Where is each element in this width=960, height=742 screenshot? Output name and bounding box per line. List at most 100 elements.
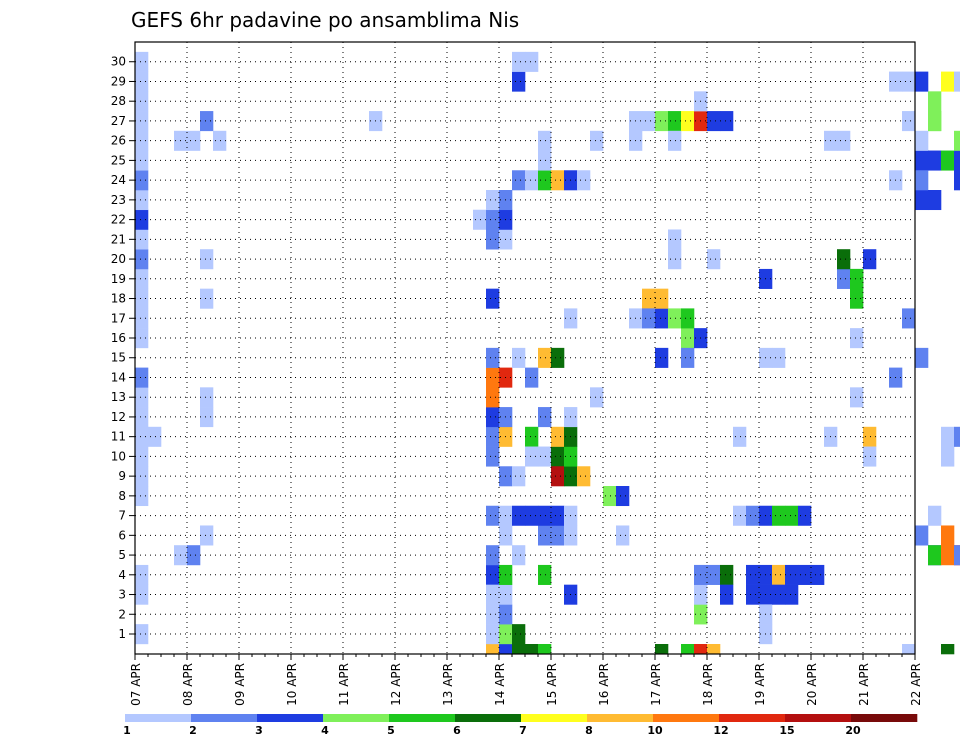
precip-cell [954,150,960,171]
precip-cell [525,644,539,655]
precip-cell [512,466,526,487]
colorbar-swatch [191,714,258,722]
precip-cell [135,308,149,329]
precip-cell [486,446,500,467]
y-tick-label: 9 [118,469,126,483]
precip-cell [135,426,149,447]
precip-cell [902,308,916,329]
x-tick-label: 09 APR [233,663,247,706]
x-tick-label: 08 APR [181,663,195,706]
precip-cell [863,446,877,467]
colorbar-swatch [125,714,192,722]
precip-cell [915,170,929,191]
precip-cell [707,564,721,585]
precip-cell [928,190,942,211]
precip-cell [811,564,825,585]
y-tick-label: 11 [111,430,126,444]
precip-cell [863,249,877,270]
precip-cell [655,308,669,329]
precip-cell [135,466,149,487]
y-tick-label: 17 [111,311,126,325]
chart-title: GEFS 6hr padavine po ansamblima Nis [131,8,519,32]
precip-cell [213,130,227,151]
precip-cell [486,604,500,625]
colorbar-swatch [389,714,456,722]
precip-cell [642,288,656,309]
precip-cell [486,584,500,605]
y-tick-label: 27 [111,114,126,128]
precip-cell [928,111,942,132]
precip-cell [512,347,526,368]
precip-cell [746,564,760,585]
precip-cell [941,426,955,447]
precip-cell [135,209,149,230]
colorbar-label: 12 [713,724,728,737]
y-tick-label: 22 [111,213,126,227]
precip-cell [135,170,149,191]
precip-cell [486,387,500,408]
precip-cells [135,51,960,655]
precip-cell [135,249,149,270]
precip-cell [668,229,682,250]
precip-cell [915,347,929,368]
precip-cell [837,130,851,151]
precip-cell [915,190,929,211]
precip-cell [902,71,916,92]
y-tick-label: 1 [118,627,126,641]
colorbar-swatch [521,714,588,722]
precip-cell [512,170,526,191]
precip-cell [720,584,734,605]
precip-cell [135,71,149,92]
y-tick-label: 13 [111,390,126,404]
precip-cell [135,150,149,171]
precip-cell [135,446,149,467]
precip-cell [525,367,539,388]
precip-cell [486,209,500,230]
precip-cell [668,130,682,151]
precip-cell [850,268,864,289]
colorbar-label: 8 [585,724,593,737]
precip-cell [837,249,851,270]
precip-cell [551,347,565,368]
precip-cell [655,111,669,132]
x-tick-label: 15 APR [545,663,559,706]
precip-cell [148,426,162,447]
precip-cell [915,71,929,92]
precip-cell [798,564,812,585]
precip-cell [928,505,942,526]
precip-cell [525,51,539,72]
colorbar-label: 1 [123,724,131,737]
precip-cell [200,525,214,546]
colorbar-label: 6 [453,724,461,737]
x-tick-label: 22 APR [909,663,923,706]
precip-cell [941,525,955,546]
plot-grid [135,42,915,654]
precip-cell [655,347,669,368]
precip-cell [642,111,656,132]
precip-cell [928,91,942,112]
x-tick-label: 10 APR [285,663,299,706]
x-tick-label: 18 APR [701,663,715,706]
precip-cell [954,545,960,566]
y-axis: 1234567891011121314151617181920212223242… [111,55,135,641]
precip-cell [642,308,656,329]
precip-cell [512,644,526,655]
precip-cell [551,505,565,526]
y-tick-label: 28 [111,94,126,108]
colorbar-label: 5 [387,724,395,737]
y-tick-label: 15 [111,351,126,365]
precip-cell [863,426,877,447]
precip-cell [577,170,591,191]
precip-cell [538,564,552,585]
precip-cell [135,407,149,428]
colorbar-label: 3 [255,724,263,737]
precip-cell [746,584,760,605]
precip-cell [902,111,916,132]
precip-cell [499,644,513,655]
precip-cell [655,644,669,655]
precip-cell [733,426,747,447]
precip-cell [135,288,149,309]
precip-cell [135,130,149,151]
y-tick-label: 23 [111,193,126,207]
